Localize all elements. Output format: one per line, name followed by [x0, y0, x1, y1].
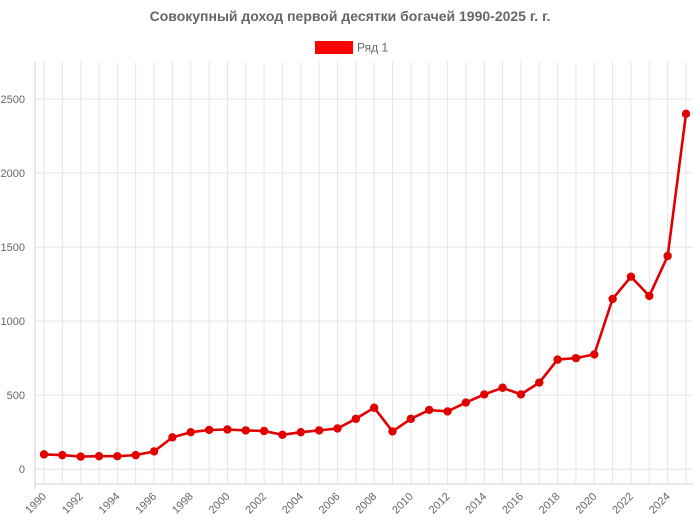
data-point[interactable] — [278, 430, 287, 440]
grid — [35, 62, 693, 484]
y-tick-label: 500 — [7, 390, 25, 402]
data-point[interactable] — [388, 427, 397, 436]
legend-label-series-1[interactable]: Ряд 1 — [357, 41, 388, 55]
legend[interactable]: Ряд 1 — [315, 41, 388, 55]
x-axis-ticks: 1990 1992 1994 1996 1998 2000 2002 2004 2006 2008… — [23, 491, 672, 517]
data-point[interactable] — [149, 447, 159, 456]
data-point[interactable] — [58, 450, 67, 460]
data-point[interactable] — [553, 355, 562, 364]
x-tick-label: 1994 — [97, 491, 123, 517]
data-point[interactable] — [314, 426, 324, 435]
x-tick-label: 2000 — [207, 491, 233, 517]
data-point[interactable] — [461, 398, 471, 407]
data-point[interactable] — [113, 451, 122, 461]
chart-title: Совокупный доход первой десятки богачей … — [150, 8, 551, 24]
x-tick-label: 2006 — [317, 491, 343, 517]
x-tick-label: 1998 — [170, 491, 196, 517]
x-tick-label: 2004 — [280, 491, 306, 517]
data-point[interactable] — [443, 407, 452, 416]
y-tick-label: 0 — [19, 464, 25, 476]
x-tick-label: 2018 — [537, 491, 563, 517]
data-point[interactable] — [425, 405, 434, 415]
x-tick-label: 1992 — [60, 491, 86, 517]
y-tick-label: 2500 — [1, 94, 25, 106]
data-point[interactable] — [186, 427, 195, 437]
data-point[interactable] — [259, 426, 269, 436]
data-point[interactable] — [645, 291, 654, 301]
data-point[interactable] — [296, 427, 305, 437]
data-point[interactable] — [204, 425, 214, 435]
data-point[interactable] — [94, 451, 104, 461]
data-point[interactable] — [76, 452, 85, 461]
data-point[interactable] — [39, 450, 49, 459]
data-point[interactable] — [626, 272, 636, 281]
data-point[interactable] — [663, 251, 672, 261]
x-tick-label: 2012 — [427, 491, 453, 517]
data-point[interactable] — [498, 383, 507, 392]
data-point[interactable] — [131, 450, 140, 460]
data-point[interactable] — [168, 433, 177, 442]
data-point[interactable] — [241, 426, 250, 435]
x-tick-label: 2002 — [243, 491, 269, 517]
x-tick-label: 2024 — [647, 491, 673, 517]
y-tick-label: 1500 — [1, 242, 25, 254]
data-point[interactable] — [480, 390, 489, 399]
x-tick-label: 2020 — [574, 491, 600, 517]
x-tick-label: 2010 — [390, 491, 416, 517]
data-point[interactable] — [333, 424, 342, 433]
data-point[interactable] — [681, 109, 691, 119]
data-point[interactable] — [571, 353, 581, 363]
data-point[interactable] — [590, 350, 599, 359]
data-point[interactable] — [516, 390, 526, 399]
x-tick-label: 2008 — [353, 491, 379, 517]
data-point[interactable] — [535, 378, 544, 387]
x-tick-label: 2014 — [464, 491, 490, 517]
legend-swatch[interactable] — [315, 41, 353, 54]
data-point[interactable] — [351, 414, 361, 424]
axes — [34, 62, 693, 489]
x-tick-label: 1990 — [23, 491, 49, 517]
x-tick-label: 2022 — [610, 491, 636, 517]
x-tick-label: 2016 — [500, 491, 526, 517]
y-tick-label: 2000 — [1, 168, 25, 180]
data-point[interactable] — [369, 403, 379, 412]
x-tick-label: 1996 — [133, 491, 159, 517]
y-tick-label: 1000 — [1, 316, 25, 328]
data-point[interactable] — [608, 294, 617, 304]
data-point[interactable] — [223, 425, 232, 434]
data-point[interactable] — [406, 414, 416, 424]
series-line — [42, 112, 688, 458]
series-ryad-1 — [39, 109, 691, 461]
y-axis-ticks: 0 500 1000 1500 2000 2500 — [1, 94, 25, 476]
